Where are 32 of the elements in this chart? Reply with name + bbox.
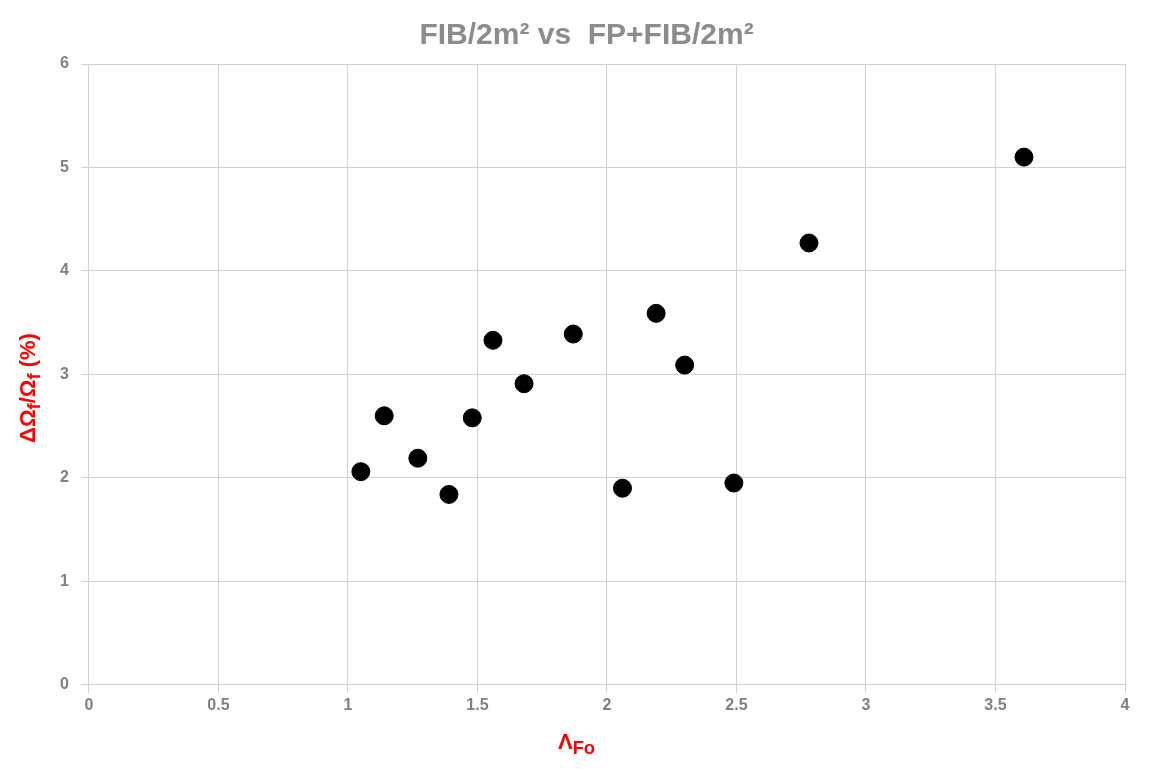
x-tick-label: 3.5 bbox=[984, 695, 1007, 713]
x-tick-label: 2.5 bbox=[725, 695, 748, 713]
chart-title: FIB/2m² vs FP+FIB/2m² bbox=[419, 17, 754, 51]
point bbox=[799, 233, 819, 253]
point bbox=[351, 462, 371, 482]
point bbox=[724, 473, 744, 493]
point bbox=[483, 330, 503, 350]
point bbox=[514, 374, 534, 394]
y-tick-label: 1 bbox=[59, 571, 69, 589]
y-tick-label: 2 bbox=[59, 468, 69, 486]
x-axis-title: Λ$_{Fo}$ bbox=[556, 728, 597, 759]
x-tick-label: 4 bbox=[1120, 695, 1130, 713]
point bbox=[374, 406, 394, 426]
y-tick-label: 4 bbox=[59, 261, 69, 279]
point bbox=[646, 303, 666, 323]
y-tick-label: 0 bbox=[59, 675, 69, 693]
point bbox=[439, 484, 459, 504]
y-tick-label: 3 bbox=[59, 364, 69, 382]
point bbox=[675, 355, 695, 375]
x-tick-label: 0.5 bbox=[207, 695, 230, 713]
y-tick-label: 5 bbox=[59, 157, 69, 175]
point bbox=[1014, 147, 1034, 167]
point bbox=[563, 324, 583, 344]
x-tick-label: 1.5 bbox=[466, 695, 489, 713]
y-tick-label: 6 bbox=[59, 54, 69, 72]
point bbox=[612, 478, 632, 498]
x-tick-label: 3 bbox=[861, 695, 871, 713]
point bbox=[408, 448, 428, 468]
x-tick-label: 0 bbox=[84, 695, 94, 713]
x-tick-label: 1 bbox=[343, 695, 353, 713]
x-tick-label: 2 bbox=[602, 695, 612, 713]
point bbox=[462, 408, 482, 428]
